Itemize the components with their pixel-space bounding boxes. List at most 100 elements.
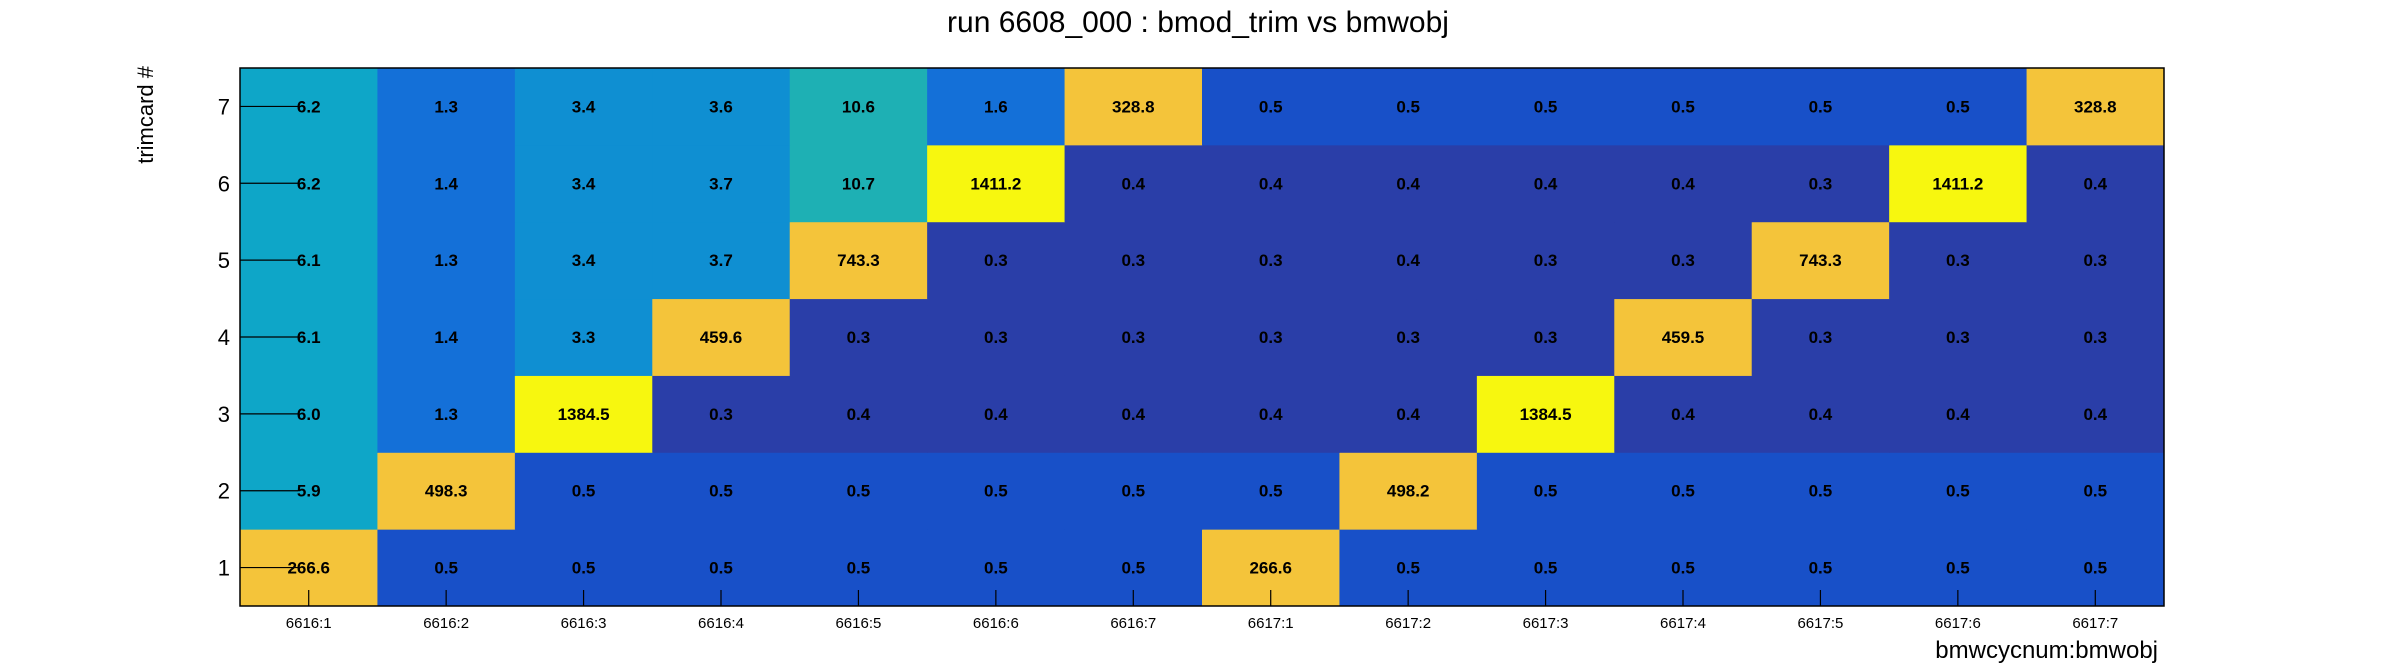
cell-value-label: 0.4 <box>1946 405 1970 424</box>
cell-value-label: 0.3 <box>1534 328 1558 347</box>
cell-value-label: 0.5 <box>847 559 871 578</box>
heatmap-cell <box>2026 298 2165 376</box>
cell-value-label: 0.5 <box>1396 97 1420 116</box>
cell-value-label: 0.5 <box>984 559 1008 578</box>
cell-value-label: 0.3 <box>1809 328 1833 347</box>
heatmap-cell <box>1751 452 1890 530</box>
heatmap-cell <box>377 452 516 530</box>
heatmap-cell <box>2026 375 2165 453</box>
heatmap-cell <box>514 221 653 300</box>
heatmap-cell <box>1064 298 1203 376</box>
heatmap-cell <box>1614 452 1753 530</box>
cell-value-label: 3.3 <box>572 328 596 347</box>
heatmap-cell <box>1339 221 1478 300</box>
heatmap-cell <box>2026 144 2165 223</box>
cell-value-label: 0.4 <box>1121 174 1145 193</box>
cell-value-label: 6.1 <box>297 328 321 347</box>
heatmap-cell <box>927 68 1066 146</box>
cell-value-label: 10.7 <box>842 174 875 193</box>
heatmap-cell <box>1751 221 1890 300</box>
cell-value-label: 0.5 <box>2083 559 2107 578</box>
heatmap-cell <box>2026 452 2165 530</box>
heatmap-cell <box>1339 375 1478 453</box>
heatmap-cell <box>1202 144 1340 223</box>
heatmap-cell <box>927 375 1066 453</box>
cell-value-label: 0.3 <box>984 328 1008 347</box>
cell-value-label: 0.5 <box>1121 559 1145 578</box>
cell-value-label: 3.6 <box>709 97 733 116</box>
heatmap-cell <box>652 452 791 530</box>
cell-value-label: 1.4 <box>434 174 458 193</box>
x-tick-label: 6617:7 <box>2072 615 2118 632</box>
heatmap-cell <box>652 221 791 300</box>
cell-value-labels: 266.6 0.5 0.5 0.5 0.5 0.5 0.5 266.6 0.5 0.5 0.5 0.5… <box>287 97 2116 577</box>
heatmap-cell <box>927 452 1066 530</box>
heatmap-cell <box>1202 375 1340 453</box>
heatmap-cell <box>377 221 516 300</box>
cell-value-label: 0.4 <box>847 405 871 424</box>
cell-value-label: 0.5 <box>2083 482 2107 501</box>
cell-value-label: 1.3 <box>434 251 458 270</box>
cell-value-label: 0.3 <box>1671 251 1695 270</box>
y-tick-label: 1 <box>218 556 230 581</box>
cell-value-label: 0.4 <box>1121 405 1145 424</box>
heatmap-cell <box>1202 68 1340 146</box>
heatmap-cell <box>789 452 928 530</box>
cell-value-label: 0.5 <box>1534 559 1558 578</box>
heatmap-cell <box>1614 144 1753 223</box>
x-tick-label: 6616:6 <box>973 615 1019 632</box>
heatmap-cell <box>652 298 791 376</box>
heatmap-cell <box>1339 452 1478 530</box>
cell-value-label: 0.4 <box>2083 405 2107 424</box>
heatmap-cell <box>1202 221 1340 300</box>
heatmap-cell <box>789 144 928 223</box>
heatmap-cell <box>1064 68 1203 146</box>
cell-value-label: 0.4 <box>1809 405 1833 424</box>
heatmap-cell <box>1889 144 2028 223</box>
heatmap-cell <box>377 144 516 223</box>
chart-title: run 6608_000 : bmod_trim vs bmwobj <box>947 6 1449 39</box>
cell-value-label: 0.3 <box>1946 251 1970 270</box>
heatmap-cells <box>240 68 2165 607</box>
cell-value-label: 0.5 <box>1671 559 1695 578</box>
cell-value-label: 0.4 <box>1259 174 1283 193</box>
heatmap-cell <box>1476 144 1615 223</box>
heatmap-cell <box>1202 452 1340 530</box>
cell-value-label: 743.3 <box>1799 251 1842 270</box>
cell-value-label: 0.4 <box>2083 174 2107 193</box>
heatmap-cell <box>1476 68 1615 146</box>
heatmap-cell <box>2026 68 2165 146</box>
heatmap-cell <box>1339 298 1478 376</box>
cell-value-label: 0.3 <box>1121 251 1145 270</box>
heatmap-cell <box>1476 298 1615 376</box>
x-tick-label: 6616:5 <box>835 615 881 632</box>
cell-value-label: 0.4 <box>1396 405 1420 424</box>
y-tick-label: 6 <box>218 171 230 196</box>
cell-value-label: 0.5 <box>572 482 596 501</box>
x-tick-label: 6617:3 <box>1523 615 1569 632</box>
cell-value-label: 0.3 <box>1259 328 1283 347</box>
cell-value-label: 0.5 <box>1671 97 1695 116</box>
heatmap-cell <box>1889 452 2028 530</box>
y-axis-ticks: 1 2 3 4 5 6 7 <box>218 94 298 581</box>
cell-value-label: 266.6 <box>287 559 330 578</box>
cell-value-label: 0.5 <box>1671 482 1695 501</box>
cell-value-label: 0.5 <box>1121 482 1145 501</box>
cell-value-label: 1411.2 <box>970 174 1021 193</box>
cell-value-label: 0.5 <box>1396 559 1420 578</box>
cell-value-label: 3.7 <box>709 251 733 270</box>
cell-value-label: 0.3 <box>1396 328 1420 347</box>
x-tick-label: 6616:1 <box>286 615 332 632</box>
heatmap-cell <box>927 298 1066 376</box>
x-tick-label: 6616:7 <box>1110 615 1156 632</box>
cell-value-label: 743.3 <box>837 251 880 270</box>
heatmap-cell <box>1476 452 1615 530</box>
x-tick-label: 6616:2 <box>423 615 469 632</box>
heatmap-cell <box>1476 375 1615 453</box>
heatmap-cell <box>789 298 928 376</box>
cell-value-label: 1.4 <box>434 328 458 347</box>
cell-value-label: 0.3 <box>1121 328 1145 347</box>
cell-value-label: 6.2 <box>297 97 321 116</box>
cell-value-label: 0.5 <box>709 482 733 501</box>
